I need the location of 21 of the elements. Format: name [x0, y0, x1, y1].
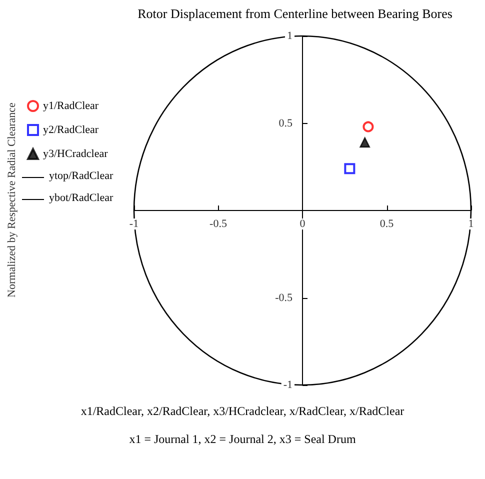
y-tick-label: -1: [283, 379, 292, 391]
y-tick-label: 1: [287, 30, 292, 42]
text: x1 = Journal 1, x2 = Journal 2, x3 = Seal Drum: [128, 432, 357, 447]
text: ytop/RadClear: [49, 170, 114, 182]
point: [360, 137, 370, 148]
x-tick-label: 0: [300, 218, 306, 230]
legend-label: y1/RadClear: [43, 100, 99, 112]
x-tick-label: -0.5: [210, 218, 228, 230]
x-axis-title: x1/RadClear, x2/RadClear, x3/HCradclear, x/RadClear, x/RadClear: [80, 404, 406, 419]
point: [362, 121, 374, 132]
y-tick-label: -0.5: [275, 292, 293, 304]
x-tick-label: 1: [468, 218, 474, 230]
chart-title: Rotor Displacement from Centerline between Bearing Bores: [138, 6, 452, 21]
x-tick-label: 0.5: [380, 218, 394, 230]
legend-label: y2/RadClear: [43, 124, 99, 136]
x-tick-label: -1: [129, 218, 139, 230]
text: Normalized by Respective Radial Clearance: [6, 102, 18, 297]
legend-label: y3/HCradclear: [43, 148, 108, 160]
text: ybot/RadClear: [49, 192, 114, 204]
y-tick-label: 0.5: [278, 117, 293, 130]
point: [344, 163, 356, 174]
